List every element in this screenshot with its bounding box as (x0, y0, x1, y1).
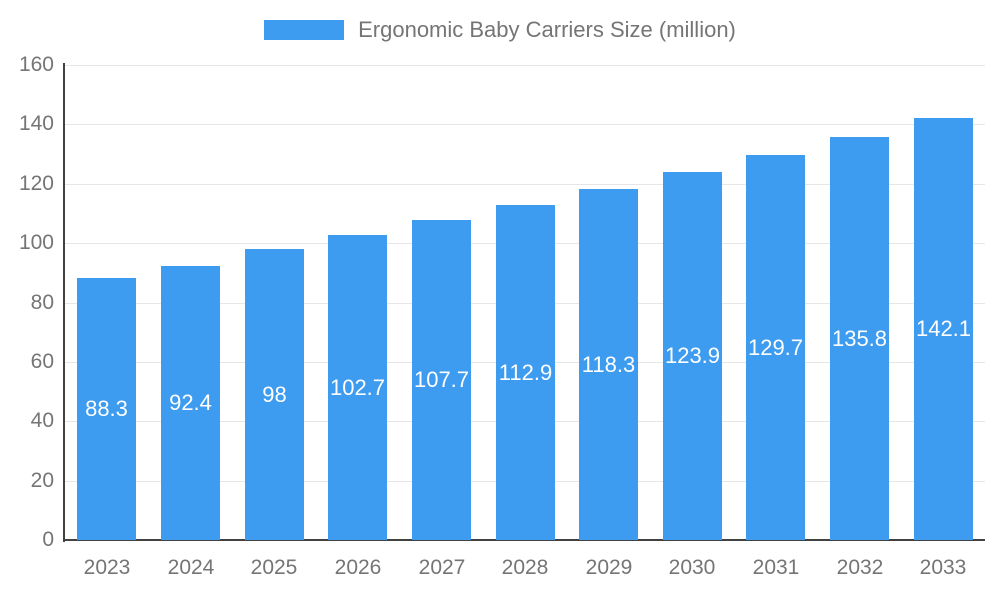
bar-2030[interactable]: 123.9 (663, 172, 722, 540)
x-tick-label-2029: 2029 (585, 556, 633, 579)
x-tick-label-2031: 2031 (752, 556, 800, 579)
plot-area: 88.3 92.4 98 102.7 107.7 112.9 118.3 123.9 129.7… (65, 65, 985, 540)
x-tick-label-2023: 2023 (83, 556, 131, 579)
y-tick-label: 80 (30, 290, 54, 314)
bar-value-label: 142.1 (915, 316, 972, 341)
bar-value-label: 107.7 (413, 367, 470, 392)
gridline (65, 65, 985, 66)
y-tick-label: 100 (18, 231, 54, 255)
y-tick-label: 160 (18, 53, 54, 76)
bar-2033[interactable]: 142.1 (914, 118, 973, 540)
y-tick-label: 140 (18, 112, 54, 136)
chart-title: Ergonomic Baby Carriers Size (million) (358, 17, 736, 42)
y-tick-label: 120 (18, 171, 54, 195)
gridline (65, 183, 985, 185)
bar-2027[interactable]: 107.7 (412, 220, 471, 540)
bar-2032[interactable]: 135.8 (830, 137, 889, 540)
x-tick-label-2033: 2033 (919, 556, 967, 579)
bar-value-label: 118.3 (581, 351, 636, 377)
legend[interactable]: Ergonomic Baby Carriers Size (million) (0, 16, 1000, 44)
x-tick-label-2024: 2024 (167, 556, 215, 579)
bar-2024[interactable]: 92.4 (161, 266, 220, 540)
x-axis-line (63, 539, 985, 541)
bar-2029[interactable]: 118.3 (579, 189, 638, 540)
legend-swatch (264, 20, 345, 40)
gridline (65, 124, 985, 126)
x-tick-label-2027: 2027 (418, 556, 466, 579)
x-tick-label-2030: 2030 (668, 556, 716, 579)
y-tick-label: 60 (30, 349, 54, 373)
bar-2031[interactable]: 129.7 (746, 155, 805, 540)
bar-value-label: 112.9 (498, 359, 553, 385)
bar-value-label: 129.7 (747, 334, 804, 360)
bar-value-label: 123.9 (664, 343, 721, 368)
bar-value-label: 135.8 (831, 325, 888, 351)
bar-2025[interactable]: 98 (245, 249, 304, 540)
bar-value-label: 98 (262, 381, 287, 407)
bar-2026[interactable]: 102.7 (328, 235, 387, 540)
x-tick-label-2025: 2025 (250, 556, 298, 579)
x-tick-label-2028: 2028 (501, 556, 549, 579)
bar-value-label: 92.4 (169, 390, 212, 415)
bar-2028[interactable]: 112.9 (496, 205, 555, 540)
x-tick-label-2032: 2032 (836, 556, 884, 579)
bar-value-label: 88.3 (85, 396, 128, 421)
y-tick-label: 0 (42, 528, 54, 551)
y-axis-line (63, 63, 65, 542)
y-tick-label: 40 (30, 409, 54, 433)
bar-2023[interactable]: 88.3 (77, 278, 136, 540)
x-tick-label-2026: 2026 (334, 556, 382, 579)
y-tick-label: 20 (30, 468, 54, 492)
bar-value-label: 102.7 (329, 374, 386, 400)
